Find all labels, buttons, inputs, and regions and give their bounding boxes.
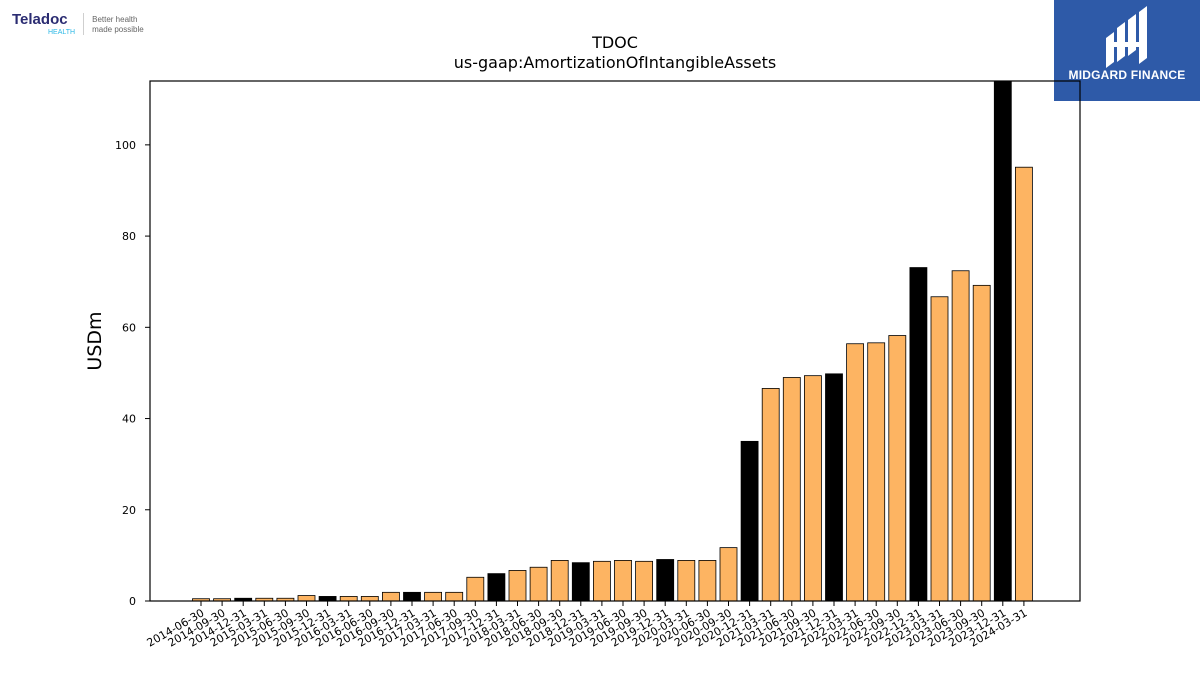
- bar-2022-09-30: [888, 335, 907, 602]
- bar-2019-12-31: [656, 559, 675, 602]
- bar-2024-03-31: [1015, 166, 1033, 602]
- bar-2016-06-30: [360, 596, 379, 602]
- bar-2023-12-31: [993, 80, 1012, 602]
- bar-2015-09-30: [297, 595, 316, 602]
- company-logo: Teladoc HEALTH Better health made possib…: [12, 12, 172, 42]
- bar-2020-03-31: [677, 560, 696, 602]
- chart-title: TDOC: [591, 33, 638, 52]
- y-tick-label: 100: [115, 139, 136, 152]
- bar-2018-03-31: [508, 570, 527, 602]
- bar-2023-09-30: [972, 284, 991, 602]
- y-axis-ticks: 0 20 40 60 80 100: [115, 139, 150, 608]
- y-tick-label: 40: [122, 413, 136, 426]
- plot-frame: [149, 80, 1081, 602]
- bar-2023-03-31: [930, 296, 949, 602]
- bar-2021-06-30: [782, 377, 801, 602]
- bar-2018-06-30: [529, 566, 548, 602]
- bar-2022-06-30: [867, 342, 886, 602]
- logo-tagline: Better health made possible: [92, 15, 144, 35]
- bar-2020-12-31: [740, 440, 759, 602]
- bar-2017-06-30: [445, 591, 464, 602]
- bar-2021-09-30: [804, 375, 822, 602]
- bar-2019-09-30: [635, 560, 653, 602]
- chart-subtitle: us-gaap:AmortizationOfIntangibleAssets: [454, 53, 776, 72]
- bar-2016-12-31: [403, 591, 421, 602]
- bars-group: [192, 80, 1033, 602]
- badge-text: MIDGARD FINANCE: [1068, 68, 1186, 82]
- bar-2019-03-31: [593, 560, 611, 602]
- midgard-finance-badge: MIDGARD FINANCE: [1054, 0, 1200, 101]
- y-axis-label: USDm: [84, 311, 106, 370]
- bar-2016-03-31: [339, 596, 358, 602]
- tagline-line1: Better health: [92, 15, 138, 24]
- bar-2015-12-31: [318, 596, 337, 602]
- y-tick-label: 60: [122, 321, 136, 334]
- bar-2023-06-30: [951, 270, 970, 602]
- y-tick-label: 80: [122, 230, 136, 243]
- bar-2017-03-31: [424, 591, 443, 602]
- bar-2020-06-30: [698, 560, 717, 602]
- bar-2016-09-30: [381, 591, 400, 602]
- y-tick-label: 0: [129, 595, 136, 608]
- bar-2020-09-30: [719, 547, 738, 602]
- x-axis-ticks: 2014-06-302014-09-302014-12-312015-03-31…: [145, 601, 1029, 650]
- bar-2018-09-30: [550, 560, 569, 602]
- bar-2022-12-31: [909, 267, 928, 602]
- logo-brand-name: Teladoc: [12, 11, 68, 28]
- tagline-line2: made possible: [92, 25, 144, 34]
- midgard-logo-icon: [1106, 6, 1147, 68]
- y-tick-label: 20: [122, 504, 136, 517]
- bar-2017-12-31: [487, 573, 506, 602]
- bar-2019-06-30: [614, 560, 632, 602]
- bar-2018-12-31: [571, 562, 590, 602]
- bar-2021-12-31: [825, 373, 843, 602]
- logo-divider: [83, 13, 85, 35]
- logo-brand-sub: HEALTH: [48, 29, 76, 36]
- bar-2017-09-30: [466, 576, 485, 602]
- bar-2022-03-31: [846, 343, 864, 602]
- logo-wordmark: Teladoc HEALTH: [12, 12, 75, 37]
- bar-2021-03-31: [761, 388, 780, 602]
